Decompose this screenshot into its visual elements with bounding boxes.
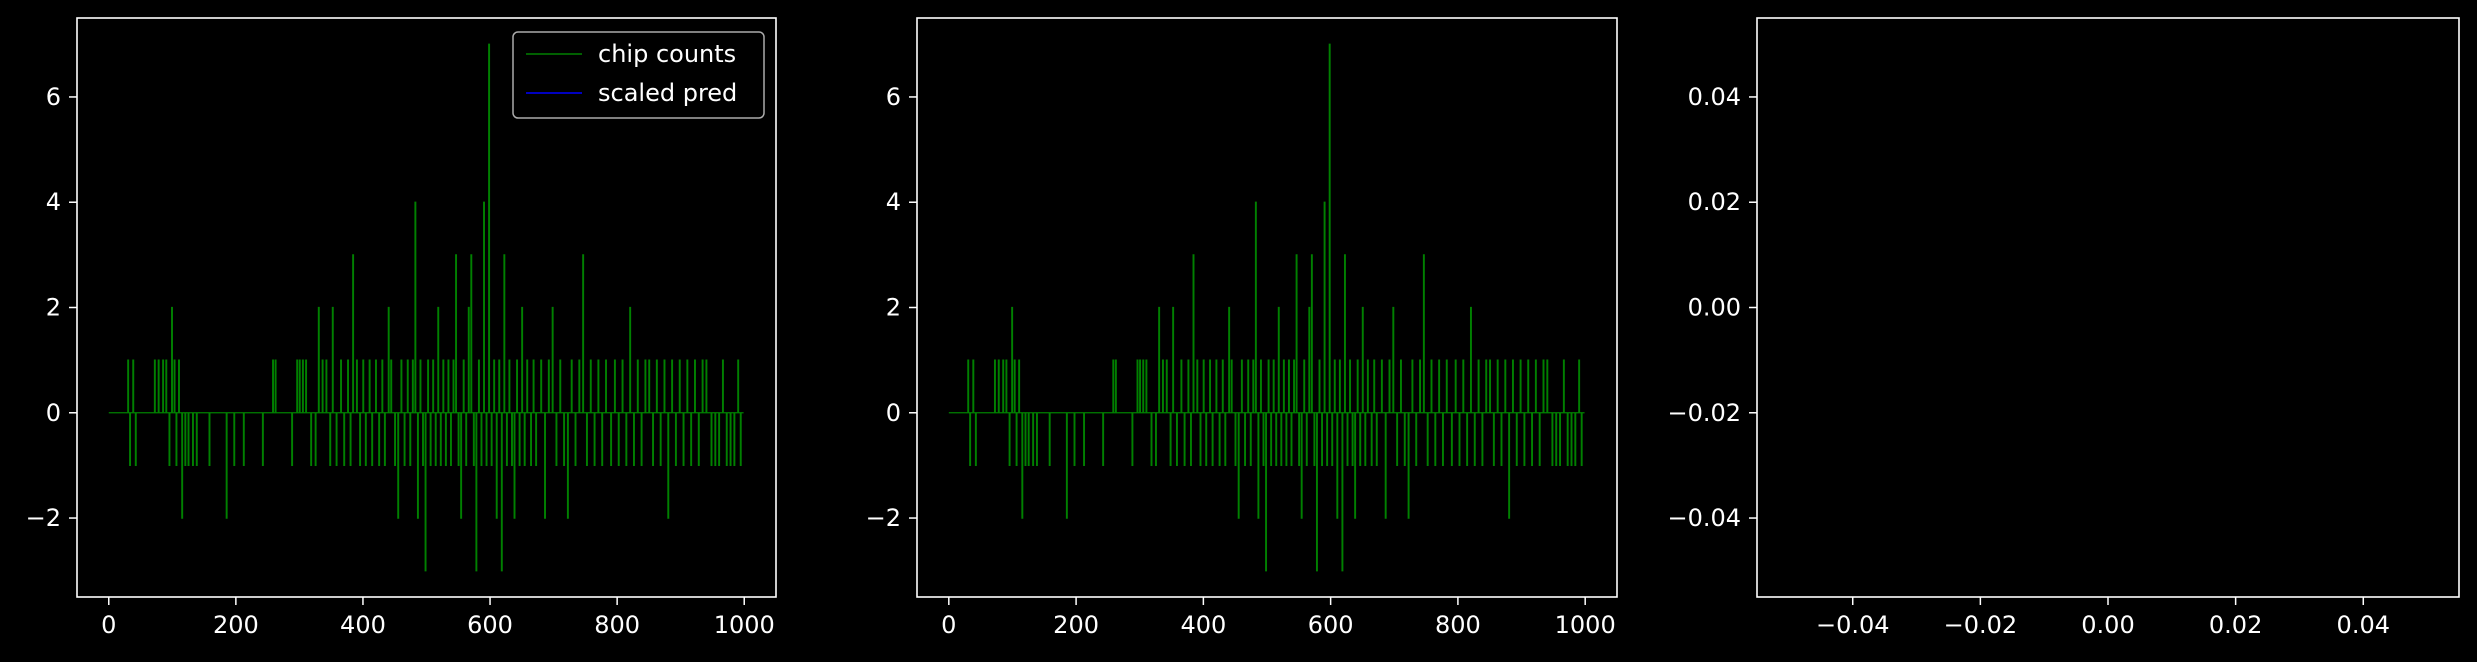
panel-1-ticks-layer: 0 200 400 600 800 1000 −2 0 2 4 6 bbox=[26, 83, 775, 639]
y-tick-label: 4 bbox=[886, 188, 901, 216]
y-tick-label: 2 bbox=[46, 294, 61, 322]
x-tick-label: 0.02 bbox=[2209, 611, 2262, 639]
y-tick-label: 6 bbox=[886, 83, 901, 111]
chart-panel-1: 0 200 400 600 800 1000 −2 0 2 4 6 chip counts scal… bbox=[26, 17, 777, 639]
x-tick-label: 1000 bbox=[714, 611, 775, 639]
y-tick-label: 2 bbox=[886, 294, 901, 322]
series-line-chip-counts bbox=[948, 43, 1585, 572]
x-tick-label: −0.04 bbox=[1816, 611, 1890, 639]
x-tick-label: 0.04 bbox=[2337, 611, 2390, 639]
x-tick-label: 200 bbox=[213, 611, 259, 639]
panel-2-frame bbox=[916, 17, 1618, 598]
x-tick-label: 0.00 bbox=[2081, 611, 2134, 639]
y-tick-label: 0 bbox=[46, 399, 61, 427]
x-tick-label: 400 bbox=[340, 611, 386, 639]
panel-1-legend: chip counts scaled pred bbox=[512, 31, 765, 119]
y-tick-label: 0 bbox=[886, 399, 901, 427]
x-tick-label: 800 bbox=[1435, 611, 1481, 639]
x-tick-label: 600 bbox=[1308, 611, 1354, 639]
legend-label-scaled-pred: scaled pred bbox=[598, 79, 737, 107]
panel-1-frame bbox=[76, 17, 777, 598]
x-tick-label: 600 bbox=[467, 611, 513, 639]
x-tick-label: 400 bbox=[1180, 611, 1226, 639]
y-tick-label: −2 bbox=[866, 504, 901, 532]
x-tick-label: 0 bbox=[941, 611, 956, 639]
panel-3-frame bbox=[1756, 17, 2460, 598]
panel-3-ticks-layer: −0.04 −0.02 0.00 0.02 0.04 −0.04 −0.02 0.00 0.02… bbox=[1667, 83, 2390, 639]
y-tick-label: −2 bbox=[26, 504, 61, 532]
y-tick-label: 0.04 bbox=[1688, 83, 1741, 111]
y-tick-label: −0.04 bbox=[1667, 504, 1741, 532]
x-tick-label: 0 bbox=[101, 611, 116, 639]
panel-1-series-layer bbox=[108, 43, 744, 572]
y-tick-label: 4 bbox=[46, 188, 61, 216]
y-tick-label: 0.00 bbox=[1688, 294, 1741, 322]
legend-label-chip-counts: chip counts bbox=[598, 40, 736, 68]
x-tick-label: 800 bbox=[594, 611, 640, 639]
chart-panel-2: 0 200 400 600 800 1000 −2 0 2 4 6 bbox=[866, 17, 1618, 639]
panel-2-series-layer bbox=[948, 43, 1585, 572]
x-tick-label: 200 bbox=[1053, 611, 1099, 639]
panel-2-ticks-layer: 0 200 400 600 800 1000 −2 0 2 4 6 bbox=[866, 83, 1616, 639]
series-line-chip-counts bbox=[108, 43, 744, 572]
y-tick-label: 6 bbox=[46, 83, 61, 111]
x-tick-label: 1000 bbox=[1555, 611, 1616, 639]
x-tick-label: −0.02 bbox=[1944, 611, 2018, 639]
y-tick-label: −0.02 bbox=[1667, 399, 1741, 427]
y-tick-label: 0.02 bbox=[1688, 188, 1741, 216]
chart-panel-3: −0.04 −0.02 0.00 0.02 0.04 −0.04 −0.02 0.00 0.02… bbox=[1667, 17, 2460, 639]
